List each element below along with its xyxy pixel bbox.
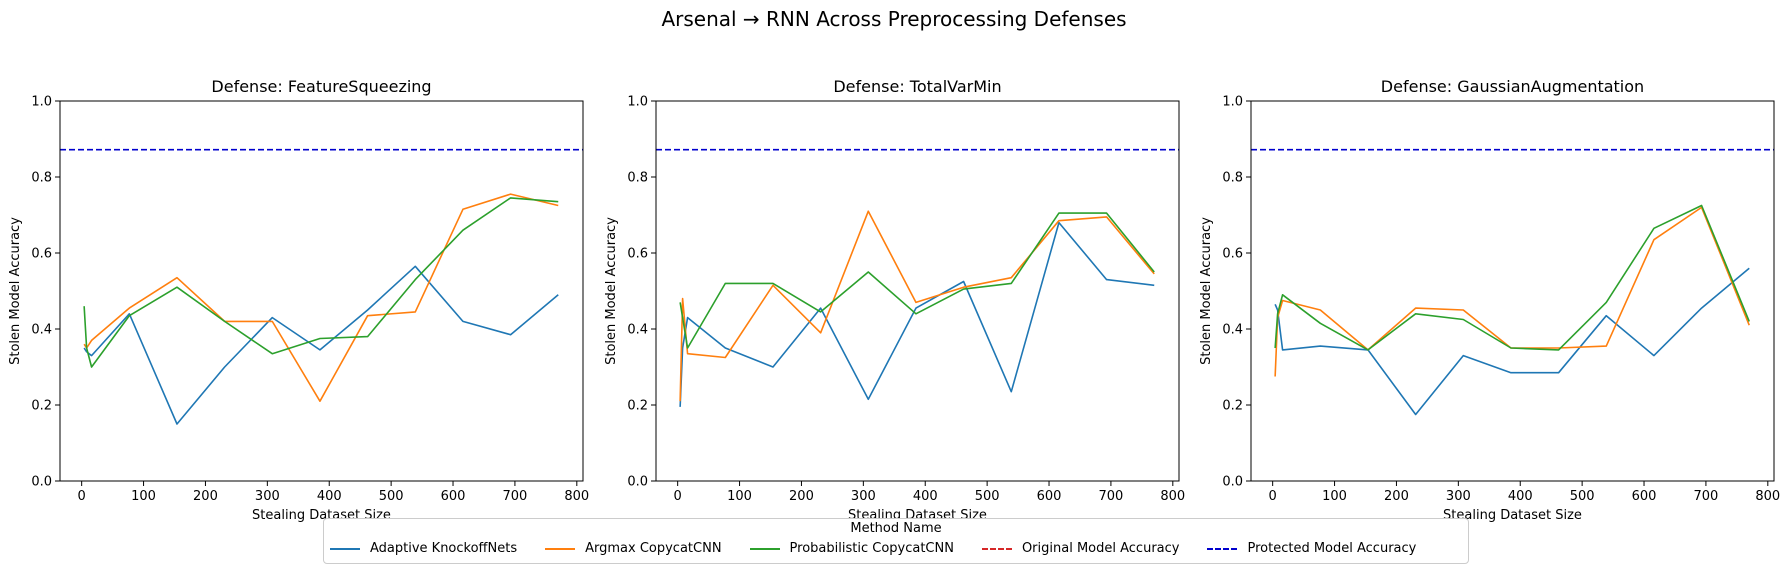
x-tick-label: 600: [441, 489, 466, 504]
y-axis-label: Stolen Model Accuracy: [1199, 217, 1214, 365]
y-tick-label: 0.2: [31, 399, 52, 414]
y-tick-label: 0.6: [627, 247, 648, 262]
plot-frame: [655, 100, 1180, 482]
legend-swatch: [330, 547, 360, 550]
legend-swatch: [981, 547, 1012, 550]
legend: Method Name Adaptive KnockoffNets Argmax …: [323, 518, 1469, 564]
legend-item: Original Model Accuracy: [981, 541, 1180, 556]
x-tick-label: 700: [503, 489, 528, 504]
x-tick-label: 100: [727, 489, 752, 504]
y-tick-label: 1.0: [31, 95, 52, 110]
x-tick-label: 800: [1755, 489, 1780, 504]
y-tick-label: 0.6: [31, 247, 52, 262]
x-tick-label: 100: [1322, 489, 1347, 504]
y-tick-label: 0.0: [627, 475, 648, 490]
legend-item: Probabilistic CopycatCNN: [749, 541, 954, 556]
series-line-adaptive-knockoffnets: [83, 265, 559, 425]
y-tick-label: 0.4: [627, 323, 648, 338]
x-tick-label: 700: [1694, 489, 1719, 504]
x-tick-label: 0: [674, 489, 682, 504]
x-tick-label: 200: [1384, 489, 1409, 504]
subplot-title: Defense: TotalVarMin: [833, 77, 1001, 96]
y-tick-label: 0.0: [31, 475, 52, 490]
legend-item: Argmax CopycatCNN: [545, 541, 722, 556]
y-tick-label: 0.2: [1222, 399, 1243, 414]
series-line-adaptive-knockoffnets: [679, 221, 1155, 407]
legend-label: Protected Model Accuracy: [1247, 541, 1417, 556]
x-tick-label: 600: [1037, 489, 1062, 504]
series-line-probabilistic-copycatcnn: [83, 197, 559, 368]
y-axis-label: Stolen Model Accuracy: [8, 217, 23, 365]
series-line-argmax-copycatcnn: [679, 210, 1155, 402]
series-line-probabilistic-copycatcnn: [1274, 204, 1750, 351]
x-tick-label: 600: [1632, 489, 1657, 504]
y-tick-label: 0.4: [1222, 323, 1243, 338]
y-tick-label: 0.0: [1222, 475, 1243, 490]
plot-frame: [59, 100, 584, 482]
x-tick-label: 0: [1269, 489, 1277, 504]
x-tick-label: 300: [1446, 489, 1471, 504]
legend-swatch: [749, 547, 780, 550]
y-tick-label: 1.0: [627, 95, 648, 110]
x-tick-label: 100: [131, 489, 156, 504]
x-tick-label: 200: [789, 489, 814, 504]
subplot-3: Defense: GaussianAugmentation 0 100 200 300 4…: [1199, 77, 1780, 523]
subplot-1: Defense: FeatureSqueezing 0 100 200 300 400 50…: [8, 77, 589, 523]
x-tick-label: 500: [975, 489, 1000, 504]
x-tick-label: 800: [564, 489, 589, 504]
y-tick-label: 0.2: [627, 399, 648, 414]
x-tick-label: 400: [913, 489, 938, 504]
y-tick-label: 0.4: [31, 323, 52, 338]
x-tick-label: 300: [255, 489, 280, 504]
series-line-probabilistic-copycatcnn: [679, 212, 1155, 349]
series-line-argmax-copycatcnn: [1274, 206, 1750, 377]
y-axis-label: Stolen Model Accuracy: [604, 217, 619, 365]
x-tick-label: 300: [851, 489, 876, 504]
y-tick-label: 0.8: [31, 171, 52, 186]
series-line-adaptive-knockoffnets: [1274, 267, 1750, 416]
x-tick-label: 400: [317, 489, 342, 504]
x-tick-label: 200: [193, 489, 218, 504]
plot-frame: [1250, 100, 1775, 482]
legend-label: Adaptive KnockoffNets: [370, 541, 518, 556]
legend-item: Adaptive KnockoffNets: [330, 541, 517, 556]
legend-label: Argmax CopycatCNN: [585, 541, 722, 556]
legend-label: Probabilistic CopycatCNN: [789, 541, 954, 556]
legend-title: Method Name: [850, 521, 942, 536]
legend-item: Protected Model Accuracy: [1207, 541, 1416, 556]
legend-label: Original Model Accuracy: [1021, 541, 1180, 556]
y-tick-label: 0.6: [1222, 247, 1243, 262]
x-tick-label: 500: [379, 489, 404, 504]
subplot-title: Defense: GaussianAugmentation: [1381, 77, 1644, 96]
legend-swatch: [1207, 547, 1238, 550]
subplot-2: Defense: TotalVarMin 0 100 200 300 400 500 600 7…: [604, 77, 1185, 523]
legend-items: Adaptive KnockoffNets Argmax CopycatCNN Pr…: [324, 541, 1438, 556]
figure-title: Arsenal → RNN Across Preprocessing Defen…: [661, 7, 1126, 31]
x-axis-label: Stealing Dataset Size: [1443, 508, 1582, 523]
x-tick-label: 700: [1099, 489, 1124, 504]
x-tick-label: 500: [1570, 489, 1595, 504]
y-tick-label: 0.8: [627, 171, 648, 186]
y-tick-label: 0.8: [1222, 171, 1243, 186]
subplot-title: Defense: FeatureSqueezing: [211, 77, 431, 96]
y-tick-label: 1.0: [1222, 95, 1243, 110]
x-tick-label: 0: [78, 489, 86, 504]
series-line-argmax-copycatcnn: [83, 193, 559, 403]
legend-swatch: [545, 547, 576, 550]
x-tick-label: 800: [1160, 489, 1185, 504]
x-tick-label: 400: [1508, 489, 1533, 504]
